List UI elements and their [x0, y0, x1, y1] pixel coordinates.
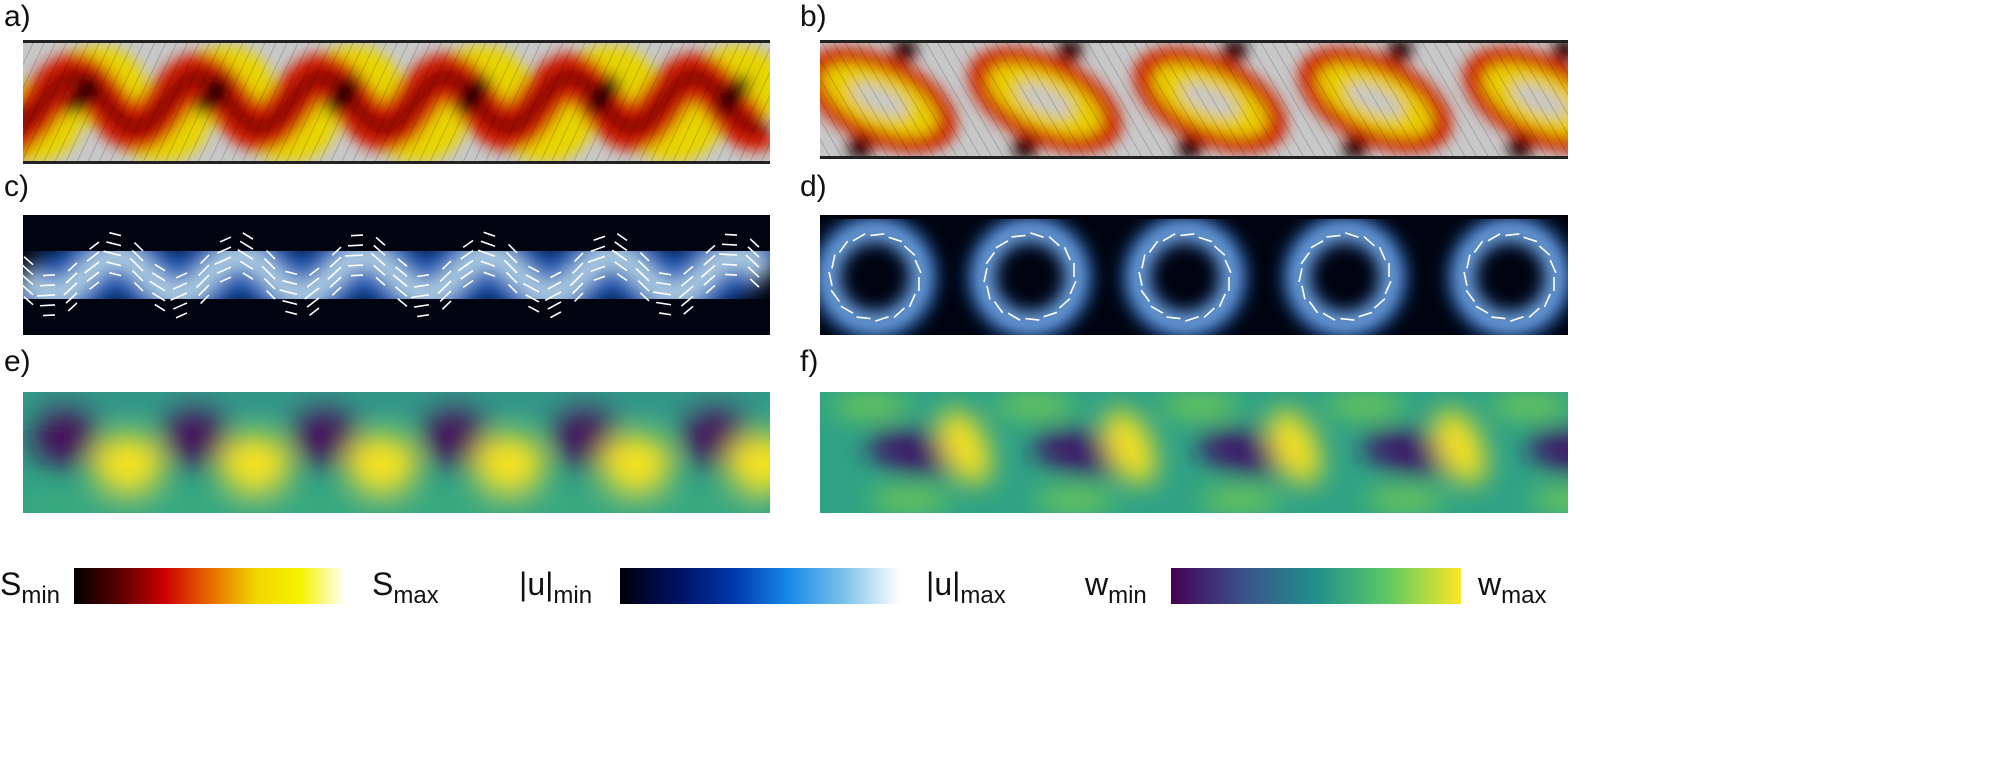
panel-a-label: a) [4, 0, 31, 33]
w-min-label: wmin [1085, 566, 1147, 609]
panel-c-label: c) [4, 170, 29, 203]
u-min-label: |u|min [519, 566, 593, 609]
panel-d-velocity-field [820, 215, 1568, 335]
panel-b-order-field [820, 40, 1568, 159]
panel-a-order-field [23, 40, 770, 164]
panel-f-label: f) [800, 345, 819, 378]
u-colorbar [620, 568, 900, 604]
panel-f-vorticity-field [820, 392, 1568, 513]
w-colorbar [1171, 568, 1461, 604]
panel-d-label: d) [800, 170, 827, 203]
s-max-label: Smax [372, 566, 439, 609]
panel-c-velocity-field [23, 215, 770, 335]
s-min-label: Smin [0, 566, 61, 609]
panel-e-label: e) [4, 345, 31, 378]
panel-b-label: b) [800, 0, 827, 33]
u-max-label: |u|max [926, 566, 1006, 609]
w-max-label: wmax [1478, 566, 1547, 609]
panel-e-vorticity-field [23, 392, 770, 513]
s-colorbar [74, 568, 346, 604]
